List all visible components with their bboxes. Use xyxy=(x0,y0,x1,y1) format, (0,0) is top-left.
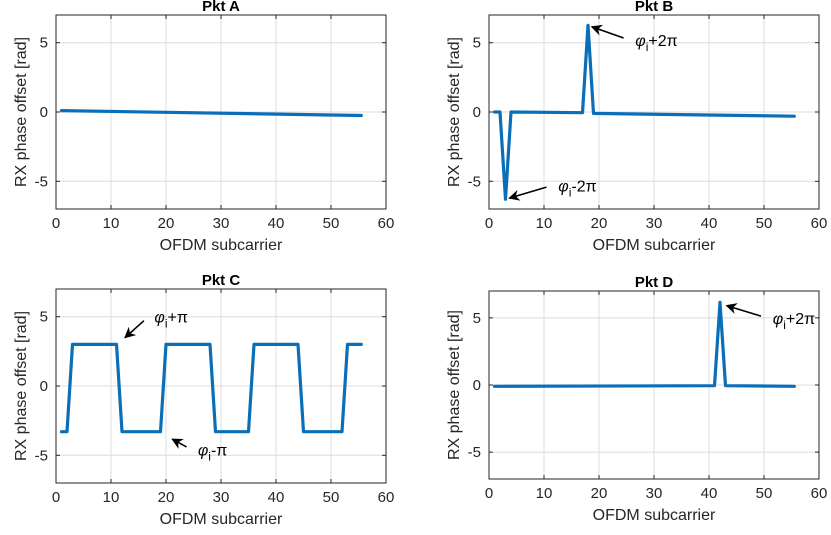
series-line xyxy=(59,108,363,118)
x-tick-label: 20 xyxy=(158,215,175,232)
x-axis-label: OFDM subcarrier xyxy=(160,237,283,254)
chart-title: Pkt C xyxy=(202,272,241,289)
x-axis-label: OFDM subcarrier xyxy=(160,511,283,528)
x-tick-label: 10 xyxy=(103,489,120,506)
x-tick-label: 60 xyxy=(378,215,395,232)
y-axis-label: RX phase offset [rad] xyxy=(446,37,463,187)
x-tick-label: 0 xyxy=(52,215,60,232)
y-tick-label: -5 xyxy=(35,447,48,464)
annotation-label: φi-π xyxy=(198,443,227,464)
x-tick-label: 60 xyxy=(811,215,828,232)
y-axis-label: RX phase offset [rad] xyxy=(446,310,463,460)
x-tick-label: 20 xyxy=(591,215,608,232)
annotation-label: φi+2π xyxy=(773,311,815,332)
x-tick-label: 10 xyxy=(536,485,553,502)
y-tick-label: -5 xyxy=(35,173,48,190)
chart-panel: 0 10 20 30 40 50 60 -5 0 5 Pkt D OFDM subcarrier RX … xyxy=(446,274,827,524)
annotation-arrow xyxy=(124,320,145,339)
x-tick-label: 60 xyxy=(378,489,395,506)
x-tick-label: 10 xyxy=(103,215,120,232)
series-line xyxy=(59,342,363,434)
x-tick-label: 40 xyxy=(701,485,718,502)
x-tick-label: 30 xyxy=(646,215,663,232)
y-tick-label: 0 xyxy=(473,104,481,121)
x-tick-label: 40 xyxy=(701,215,718,232)
x-tick-label: 0 xyxy=(52,489,60,506)
annotation-arrow xyxy=(725,303,762,317)
annotation-arrow xyxy=(508,186,547,201)
series-line xyxy=(492,300,796,388)
chart-title: Pkt A xyxy=(202,0,240,15)
x-tick-label: 10 xyxy=(536,215,553,232)
y-tick-label: 5 xyxy=(40,309,48,326)
x-tick-label: 0 xyxy=(485,215,493,232)
annotation-label: φi-2π xyxy=(558,178,596,199)
y-tick-label: 5 xyxy=(40,35,48,52)
x-tick-label: 40 xyxy=(268,215,285,232)
y-tick-label: 0 xyxy=(40,378,48,395)
x-tick-label: 50 xyxy=(323,215,340,232)
chart-title: Pkt D xyxy=(635,274,674,291)
annotation-arrow xyxy=(171,438,187,449)
x-axis-label: OFDM subcarrier xyxy=(593,507,716,524)
y-axis-label: RX phase offset [rad] xyxy=(13,311,30,461)
y-axis-label: RX phase offset [rad] xyxy=(13,37,30,187)
x-tick-label: 0 xyxy=(485,485,493,502)
x-tick-label: 60 xyxy=(811,485,828,502)
annotation-label: φi+π xyxy=(154,310,188,331)
x-tick-label: 50 xyxy=(323,489,340,506)
x-tick-label: 20 xyxy=(158,489,175,506)
x-tick-label: 40 xyxy=(268,489,285,506)
y-tick-label: 0 xyxy=(473,377,481,394)
y-tick-label: 0 xyxy=(40,104,48,121)
y-tick-label: 5 xyxy=(473,35,481,52)
y-tick-label: -5 xyxy=(468,173,481,190)
chart-panel: 0 10 20 30 40 50 60 -5 0 5 Pkt C OFDM subcarrier RX … xyxy=(13,272,394,528)
x-tick-label: 20 xyxy=(591,485,608,502)
annotation-arrow xyxy=(590,24,624,39)
y-tick-label: -5 xyxy=(468,444,481,461)
x-tick-label: 50 xyxy=(756,485,773,502)
annotation-label: φi+2π xyxy=(635,33,677,54)
x-tick-label: 30 xyxy=(646,485,663,502)
chart-title: Pkt B xyxy=(635,0,674,15)
series-line xyxy=(492,23,796,201)
chart-panel: 0 10 20 30 40 50 60 -5 0 5 Pkt A OFDM subcarrier RX … xyxy=(13,0,394,254)
x-tick-label: 30 xyxy=(213,489,230,506)
x-tick-label: 50 xyxy=(756,215,773,232)
x-axis-label: OFDM subcarrier xyxy=(593,237,716,254)
y-tick-label: 5 xyxy=(473,310,481,327)
x-tick-label: 30 xyxy=(213,215,230,232)
chart-panel: 0 10 20 30 40 50 60 -5 0 5 Pkt B OFDM subcarrier RX … xyxy=(446,0,827,254)
